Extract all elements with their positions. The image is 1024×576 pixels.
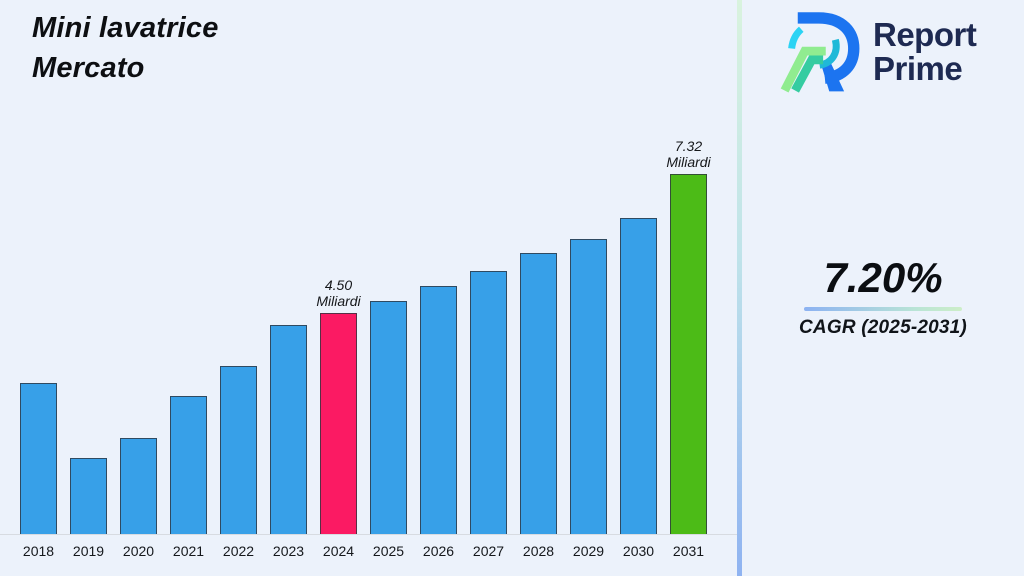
x-tick-2029: 2029 xyxy=(572,543,605,559)
bar-2027 xyxy=(470,271,507,535)
x-tick-2024: 2024 xyxy=(322,543,355,559)
bar-2019 xyxy=(70,458,107,535)
cagr-stat: 7.20% CAGR (2025-2031) xyxy=(742,254,1024,339)
bar-2030 xyxy=(620,218,657,535)
title-line-1: Mini lavatrice xyxy=(32,12,219,44)
bar-2026 xyxy=(420,286,457,535)
bar-2023 xyxy=(270,325,307,535)
bar-2029 xyxy=(570,239,607,535)
x-tick-2022: 2022 xyxy=(222,543,255,559)
bar-2020 xyxy=(120,438,157,535)
bar-annotation-2024: 4.50 Miliardi xyxy=(316,277,361,309)
page-title: Mini lavatrice Mercato xyxy=(32,8,219,88)
x-tick-2019: 2019 xyxy=(72,543,105,559)
bar-annotation-2031: 7.32 Miliardi xyxy=(666,138,711,170)
logo-wordmark: Report Prime xyxy=(873,16,977,87)
bar-2024: 4.50 Miliardi xyxy=(316,277,361,535)
x-axis-line xyxy=(0,534,737,535)
x-tick-2025: 2025 xyxy=(372,543,405,559)
bar-chart: 4.50 Miliardi 7.32 Miliardi xyxy=(20,95,711,535)
report-prime-logo: Report Prime xyxy=(773,10,977,94)
bar-2028 xyxy=(520,253,557,535)
bar-2031: 7.32 Miliardi xyxy=(666,138,711,535)
cagr-label: CAGR (2025-2031) xyxy=(799,317,967,338)
report-prime-logo-icon xyxy=(780,12,860,93)
x-tick-2026: 2026 xyxy=(422,543,455,559)
cagr-underline xyxy=(804,307,962,311)
x-tick-2030: 2030 xyxy=(622,543,655,559)
x-tick-2027: 2027 xyxy=(472,543,505,559)
logo-word-prime: Prime xyxy=(873,50,963,87)
x-tick-2020: 2020 xyxy=(122,543,155,559)
x-tick-2028: 2028 xyxy=(522,543,555,559)
cagr-value: 7.20% xyxy=(823,254,943,301)
x-tick-2031: 2031 xyxy=(672,543,705,559)
x-tick-2018: 2018 xyxy=(22,543,55,559)
title-line-2: Mercato xyxy=(32,52,145,84)
x-tick-2023: 2023 xyxy=(272,543,305,559)
x-tick-2021: 2021 xyxy=(172,543,205,559)
bar-2022 xyxy=(220,366,257,535)
bar-2025 xyxy=(370,301,407,535)
bar-2018 xyxy=(20,383,57,535)
bar-2021 xyxy=(170,396,207,535)
logo-word-report: Report xyxy=(873,16,977,53)
vertical-divider xyxy=(737,0,742,576)
x-axis-tick-labels: 2018 2019 2020 2021 2022 2023 2024 2025 2026 2027… xyxy=(20,543,707,559)
